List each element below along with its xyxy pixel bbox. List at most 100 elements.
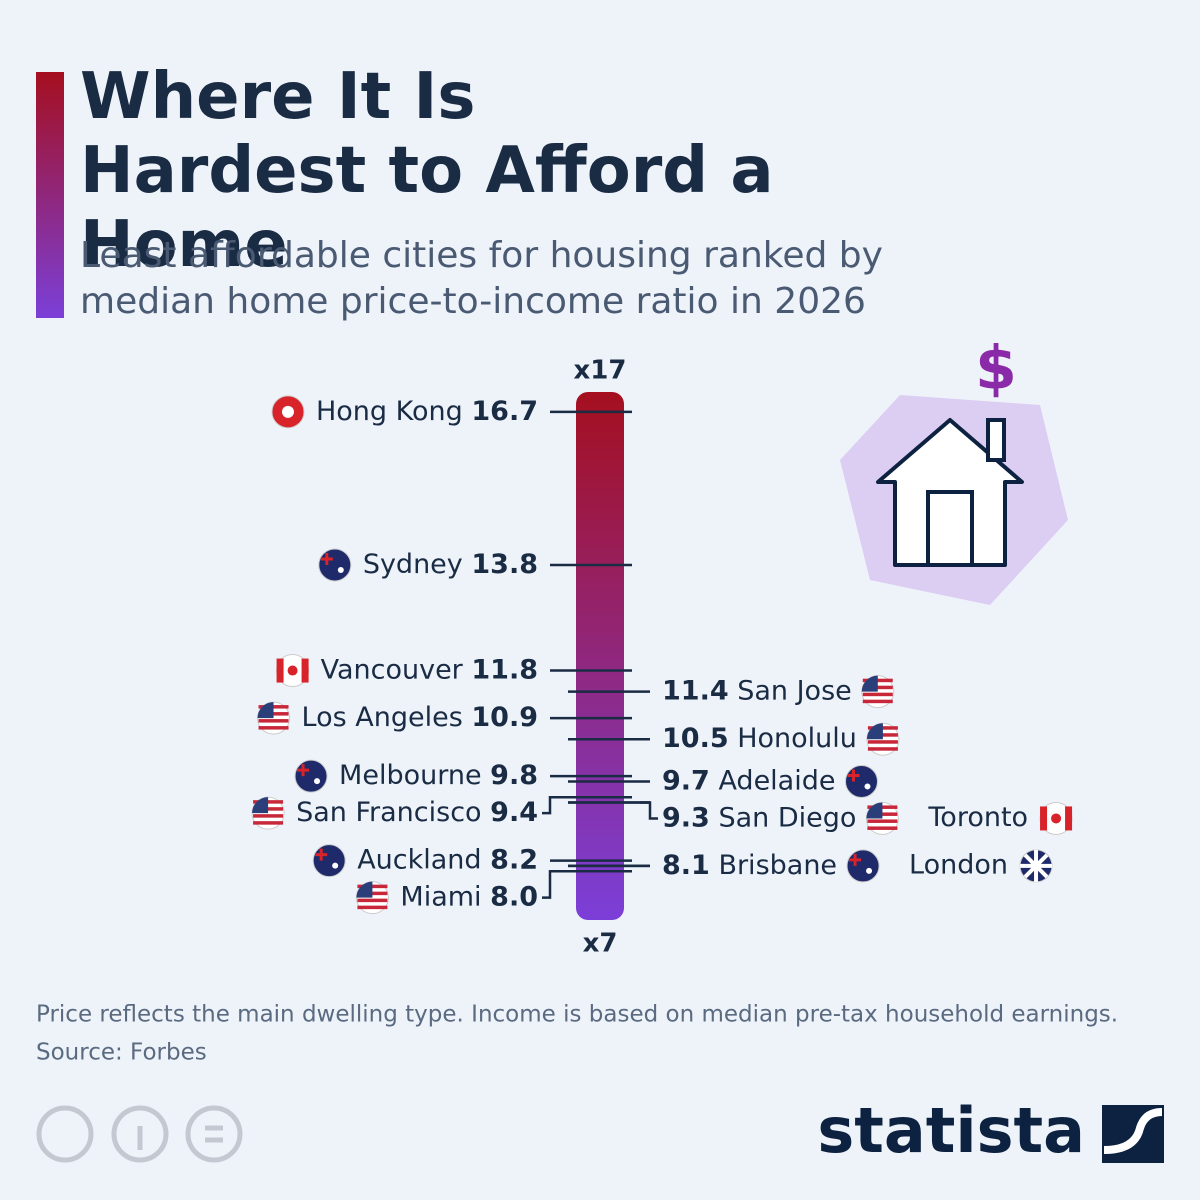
flag [865,801,899,835]
flag-bg [318,548,352,582]
city-name: Vancouver [321,654,464,685]
value-label: 11.4 [662,675,729,706]
flag [312,844,346,878]
flag-leaf [1051,813,1062,824]
flag-band [1065,806,1073,831]
flag-canton [356,881,373,898]
flag [276,654,310,688]
flag-union [847,769,860,782]
flag-stripe [867,826,898,830]
city-label: Vancouver 11.8 [321,654,538,685]
city-label: San Francisco 9.4 [296,797,538,828]
connector [640,801,658,820]
city-name: Melbourne [339,760,482,791]
city-label: Melbourne 9.8 [339,760,538,791]
city-label: Sydney 13.8 [363,548,538,579]
axis-label: x17 [574,356,627,386]
svg-text:$: $ [975,334,1017,404]
flag-canton [861,675,878,692]
connector [542,869,560,899]
flag-canton [866,802,883,819]
license-icons [36,1105,243,1163]
flag-stripe [357,898,388,903]
accent-bar [36,72,64,318]
logo: statista [817,1094,1085,1167]
flag [251,796,285,830]
city-name: San Jose [737,675,852,706]
city-label: 9.3 San Diego [662,802,856,833]
value-label: 8.2 [490,844,538,875]
city-label: 9.7 Adelaide [662,765,835,796]
city-name: Auckland [357,844,481,875]
value-label: 10.5 [662,723,729,754]
value-label: 11.8 [471,654,538,685]
flag-canton [866,723,883,740]
flag [1019,849,1053,883]
city-label: Los Angeles 10.9 [302,702,538,733]
title: Where It Is Hardest to Afford a Home [80,60,774,282]
house-icon: $ [840,334,1068,605]
city-label: Hong Kong 16.7 [316,395,538,426]
value-label: 9.8 [490,760,538,791]
flag-stripe [258,719,289,723]
flag-stripe [258,726,289,730]
flag-stripe [862,699,893,704]
flag-bg [294,759,328,793]
flag-stripe [253,814,284,818]
city-name: Adelaide [718,765,835,796]
city-name: Los Angeles [302,702,463,733]
flag [846,849,880,883]
flag-union [315,848,328,861]
city-name: San Francisco [296,797,481,828]
value-label: 16.7 [471,395,538,426]
flag-bg [844,764,878,798]
note: Price reflects the main dwelling type. I… [36,1002,1118,1028]
flag [318,548,352,582]
value-label: 13.8 [471,548,538,579]
flag-bg [312,844,346,878]
flag-stripe [862,692,893,697]
city-name: Honolulu [737,723,857,754]
flag-flower [281,405,294,418]
axis-label: x7 [583,929,618,959]
flag [844,764,878,798]
flag-stripe [867,740,898,744]
value-label: 10.9 [471,702,538,733]
city-label: Miami 8.0 [400,881,538,912]
source: Source: Forbes [36,1040,207,1066]
flag [355,881,389,915]
flag [866,722,900,756]
flag-bg [846,849,880,883]
scale-bar [576,392,624,920]
flag-stripe [253,821,284,825]
value-label: 9.3 [662,802,710,833]
city-label: 8.1 Brisbane [662,849,837,880]
city-label: 10.5 Honolulu [662,723,857,754]
value-label: 8.0 [490,881,538,912]
city-label: Toronto [927,802,1028,833]
value-label: 8.1 [662,849,710,880]
flag-star [332,862,339,869]
city-name: Miami [400,881,481,912]
flag [1039,801,1073,835]
city-name: Hong Kong [316,395,463,426]
flag [294,759,328,793]
flag [271,395,305,429]
flag-star [337,566,344,573]
flag-band [1040,806,1048,831]
flag-cross [1020,849,1053,882]
flag [861,675,895,709]
city-name: Brisbane [718,849,837,880]
logo-mark [1102,1105,1164,1163]
value-label: 9.7 [662,765,710,796]
flag-union [849,853,862,866]
city-label: Auckland 8.2 [357,844,538,875]
flag-canton [257,702,274,719]
city-name: San Diego [718,802,856,833]
connector [542,796,560,815]
flag-star [866,867,873,874]
flag-band [301,658,309,683]
flag-stripe [867,819,898,823]
city-label: London [909,849,1008,880]
